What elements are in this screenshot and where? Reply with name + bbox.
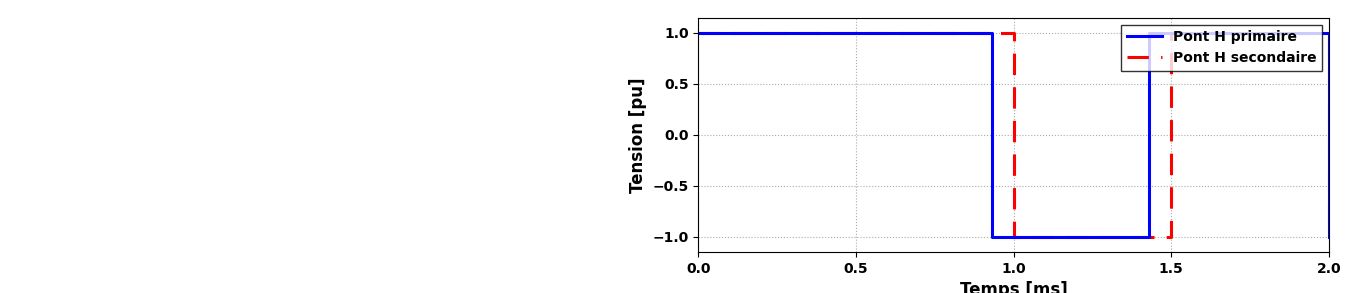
- Pont H primaire: [1321, 235, 1337, 239]
- Pont H primaire: [826, 31, 842, 35]
- Pont H secondaire: [848, 31, 864, 35]
- Y-axis label: Tension [pu]: Tension [pu]: [629, 77, 647, 193]
- Line: Pont H primaire: Pont H primaire: [698, 33, 1329, 237]
- Legend: Pont H primaire, Pont H secondaire: Pont H primaire, Pont H secondaire: [1121, 25, 1322, 71]
- X-axis label: Temps [ms]: Temps [ms]: [960, 281, 1067, 293]
- Pont H primaire: [1321, 235, 1337, 239]
- Pont H primaire: [826, 31, 842, 35]
- Pont H secondaire: [848, 31, 864, 35]
- Pont H primaire: [1140, 235, 1157, 239]
- Pont H secondaire: [1163, 235, 1180, 239]
- Pont H primaire: [983, 235, 999, 239]
- Pont H secondaire: [1321, 235, 1337, 239]
- Pont H secondaire: [848, 31, 864, 35]
- Pont H secondaire: [1005, 31, 1022, 35]
- Pont H primaire: [983, 235, 999, 239]
- Pont H primaire: [1321, 31, 1337, 35]
- Pont H primaire: [826, 31, 842, 35]
- Line: Pont H secondaire: Pont H secondaire: [698, 33, 1329, 237]
- Pont H secondaire: [1005, 235, 1022, 239]
- Pont H primaire: [1140, 31, 1157, 35]
- Pont H primaire: [1140, 31, 1157, 35]
- Pont H secondaire: [690, 31, 706, 35]
- Pont H primaire: [690, 31, 706, 35]
- Pont H secondaire: [1005, 235, 1022, 239]
- Pont H secondaire: [1321, 235, 1337, 239]
- Pont H secondaire: [1163, 31, 1180, 35]
- Pont H secondaire: [1321, 31, 1337, 35]
- Pont H primaire: [983, 31, 999, 35]
- Pont H secondaire: [1163, 31, 1180, 35]
